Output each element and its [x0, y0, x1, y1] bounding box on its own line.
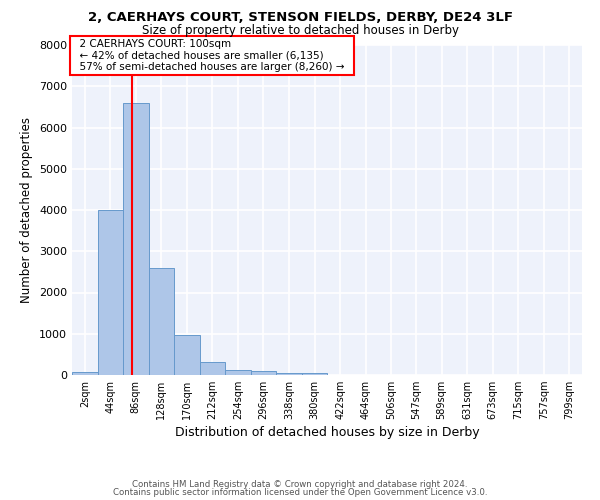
X-axis label: Distribution of detached houses by size in Derby: Distribution of detached houses by size … [175, 426, 479, 440]
Bar [98, 210, 123, 375]
Text: 2 CAERHAYS COURT: 100sqm
  ← 42% of detached houses are smaller (6,135)
  57% of: 2 CAERHAYS COURT: 100sqm ← 42% of detach… [73, 38, 351, 72]
Bar [302, 372, 328, 375]
Bar [276, 372, 302, 375]
Y-axis label: Number of detached properties: Number of detached properties [20, 117, 34, 303]
Bar [225, 370, 251, 375]
Bar [123, 103, 149, 375]
Bar [149, 268, 174, 375]
Bar [174, 336, 200, 375]
Bar [200, 362, 225, 375]
Text: Size of property relative to detached houses in Derby: Size of property relative to detached ho… [142, 24, 458, 37]
Bar [251, 371, 276, 375]
Bar [72, 372, 98, 375]
Text: 2, CAERHAYS COURT, STENSON FIELDS, DERBY, DE24 3LF: 2, CAERHAYS COURT, STENSON FIELDS, DERBY… [88, 11, 512, 24]
Text: Contains HM Land Registry data © Crown copyright and database right 2024.: Contains HM Land Registry data © Crown c… [132, 480, 468, 489]
Text: Contains public sector information licensed under the Open Government Licence v3: Contains public sector information licen… [113, 488, 487, 497]
